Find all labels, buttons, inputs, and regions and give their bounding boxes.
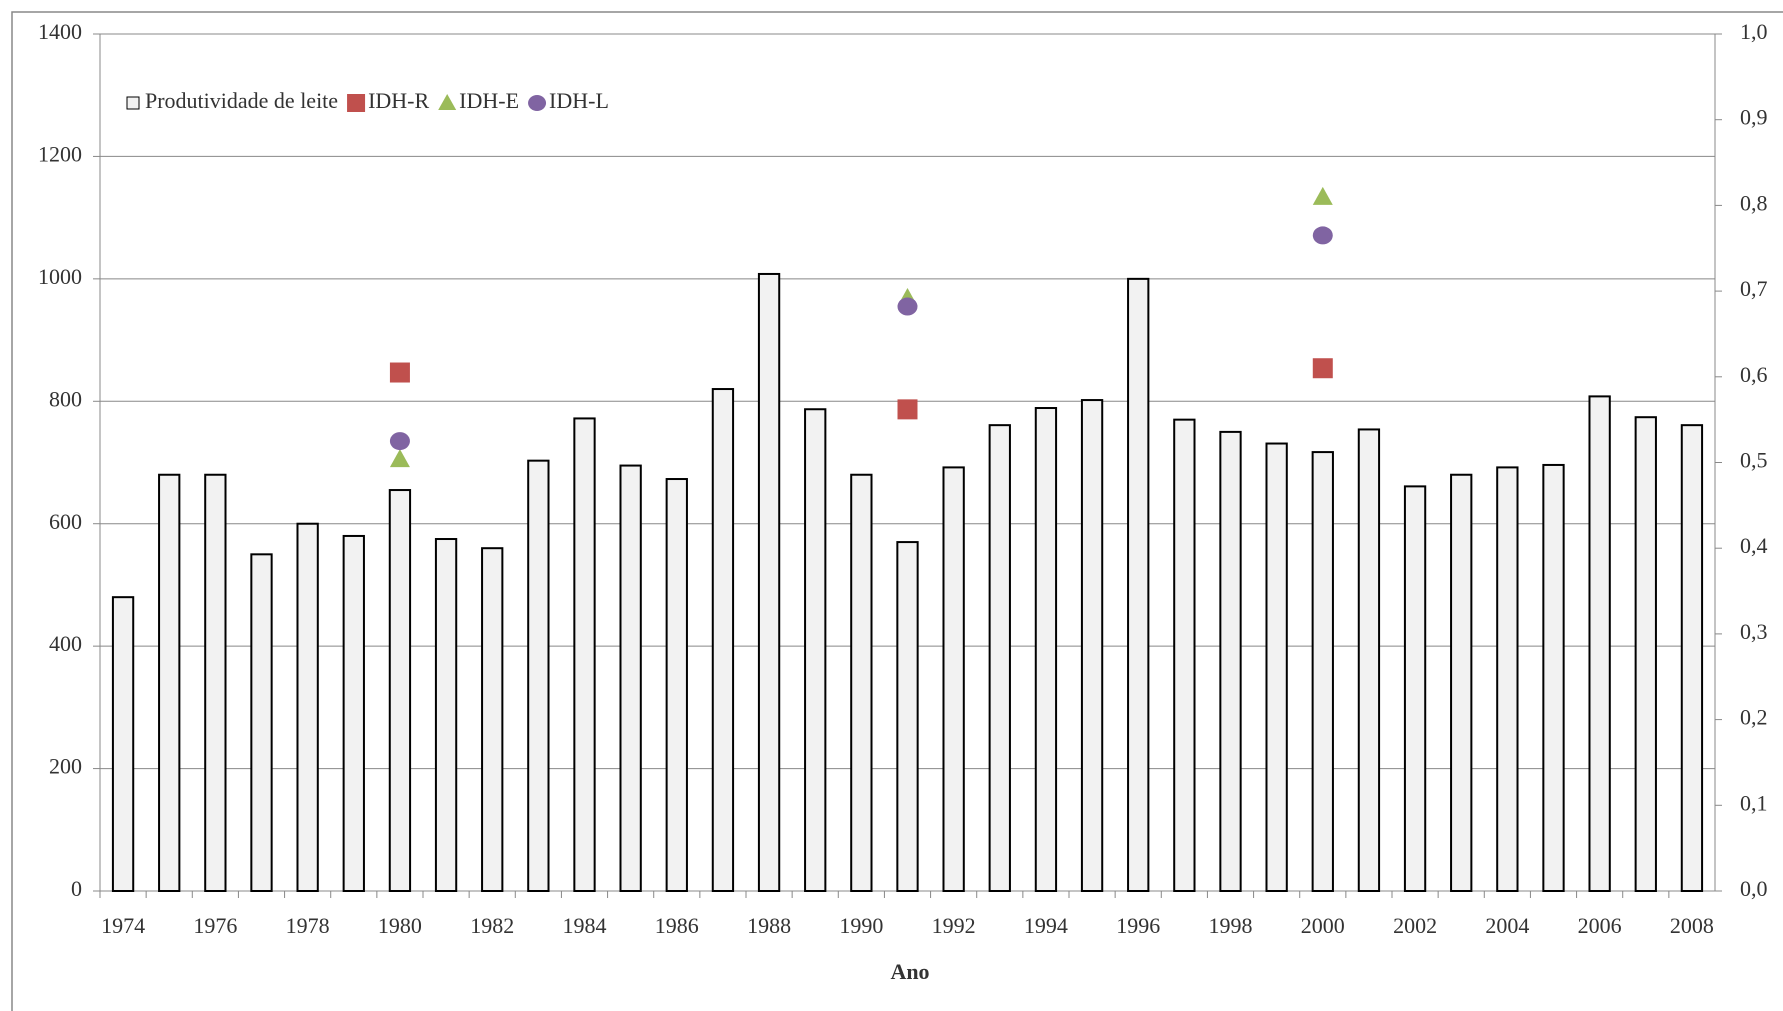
bar — [250, 553, 273, 892]
bar — [204, 473, 227, 892]
x-tick-label: 1980 — [378, 913, 422, 938]
x-tick-label: 1990 — [839, 913, 883, 938]
x-tick-label: 1974 — [101, 913, 145, 938]
y2-tick-label: 1,0 — [1740, 19, 1768, 44]
y2-tick-label: 0,4 — [1740, 533, 1768, 558]
bar — [573, 417, 596, 892]
y2-tick-label: 0,3 — [1740, 619, 1768, 644]
point — [389, 362, 410, 383]
bar — [896, 541, 919, 892]
bar — [665, 478, 688, 892]
x-tick-label: 1992 — [932, 913, 976, 938]
y-tick-label: 0 — [71, 876, 82, 901]
x-tick-label: 2008 — [1670, 913, 1714, 938]
point — [389, 449, 410, 468]
bar — [619, 464, 642, 892]
x-tick-label: 2006 — [1578, 913, 1622, 938]
legend-label: IDH-R — [368, 88, 429, 113]
bar — [804, 408, 827, 892]
x-axis-label: Ano — [890, 959, 929, 984]
bar — [1634, 416, 1657, 892]
bar — [1034, 407, 1058, 892]
legend-swatch — [126, 96, 140, 110]
point — [897, 399, 918, 420]
bar — [1450, 473, 1473, 892]
bar — [942, 466, 965, 892]
bar — [1403, 485, 1427, 892]
bar — [850, 473, 873, 892]
y2-tick-label: 0,1 — [1740, 790, 1768, 815]
bar — [1080, 399, 1104, 892]
y-tick-label: 200 — [49, 754, 82, 779]
legend-label: IDH-L — [549, 88, 609, 113]
bar — [988, 424, 1011, 892]
bar — [1265, 442, 1288, 892]
x-tick-label: 1994 — [1024, 913, 1068, 938]
bar — [711, 388, 735, 892]
y2-tick-label: 0,6 — [1740, 362, 1768, 387]
y-tick-label: 1200 — [38, 141, 82, 166]
x-tick-label: 1984 — [563, 913, 607, 938]
y-tick-label: 400 — [49, 631, 82, 656]
bar — [1542, 463, 1565, 892]
x-tick-label: 2002 — [1393, 913, 1437, 938]
bar — [481, 547, 504, 892]
x-tick-label: 1976 — [193, 913, 237, 938]
bar — [388, 489, 412, 892]
y-tick-label: 600 — [49, 509, 82, 534]
bar — [757, 272, 781, 892]
x-tick-label: 1988 — [747, 913, 791, 938]
bar — [527, 459, 550, 892]
bar — [1496, 466, 1519, 892]
y-tick-label: 800 — [49, 386, 82, 411]
y-tick-label: 1400 — [38, 19, 82, 44]
point — [1312, 358, 1333, 379]
x-tick-label: 2000 — [1301, 913, 1345, 938]
bar — [434, 538, 458, 893]
x-tick-label: 2004 — [1485, 913, 1529, 938]
x-tick-label: 1986 — [655, 913, 699, 938]
point — [1312, 186, 1333, 205]
bar — [1357, 428, 1381, 892]
y2-tick-label: 0,9 — [1740, 105, 1768, 130]
x-tick-label: 1998 — [1209, 913, 1253, 938]
y2-tick-label: 0,7 — [1740, 276, 1768, 301]
x-tick-label: 1978 — [286, 913, 330, 938]
point — [1312, 226, 1333, 245]
legend-swatch — [438, 94, 457, 110]
bar — [1173, 418, 1196, 892]
legend-swatch — [528, 95, 547, 111]
bar — [1680, 424, 1704, 892]
legend-swatch — [347, 94, 366, 112]
legend-label: IDH-E — [459, 88, 519, 113]
x-tick-label: 1996 — [1116, 913, 1160, 938]
y2-tick-label: 0,5 — [1740, 448, 1768, 473]
y2-tick-label: 0,8 — [1740, 190, 1768, 215]
bar — [296, 522, 319, 892]
y2-tick-label: 0,2 — [1740, 705, 1768, 730]
y-tick-label: 1000 — [38, 264, 82, 289]
chart-frame — [11, 11, 1783, 1011]
point — [389, 432, 410, 451]
bar — [1127, 277, 1150, 893]
bar — [1219, 430, 1242, 892]
bar — [111, 596, 135, 893]
x-tick-label: 1982 — [470, 913, 514, 938]
y2-tick-label: 0,0 — [1740, 876, 1768, 901]
bar — [1588, 395, 1611, 892]
point — [897, 297, 918, 316]
bar — [342, 534, 365, 892]
bar — [158, 473, 181, 892]
legend-label: Produtividade de leite — [145, 88, 338, 113]
bar — [1311, 451, 1334, 892]
